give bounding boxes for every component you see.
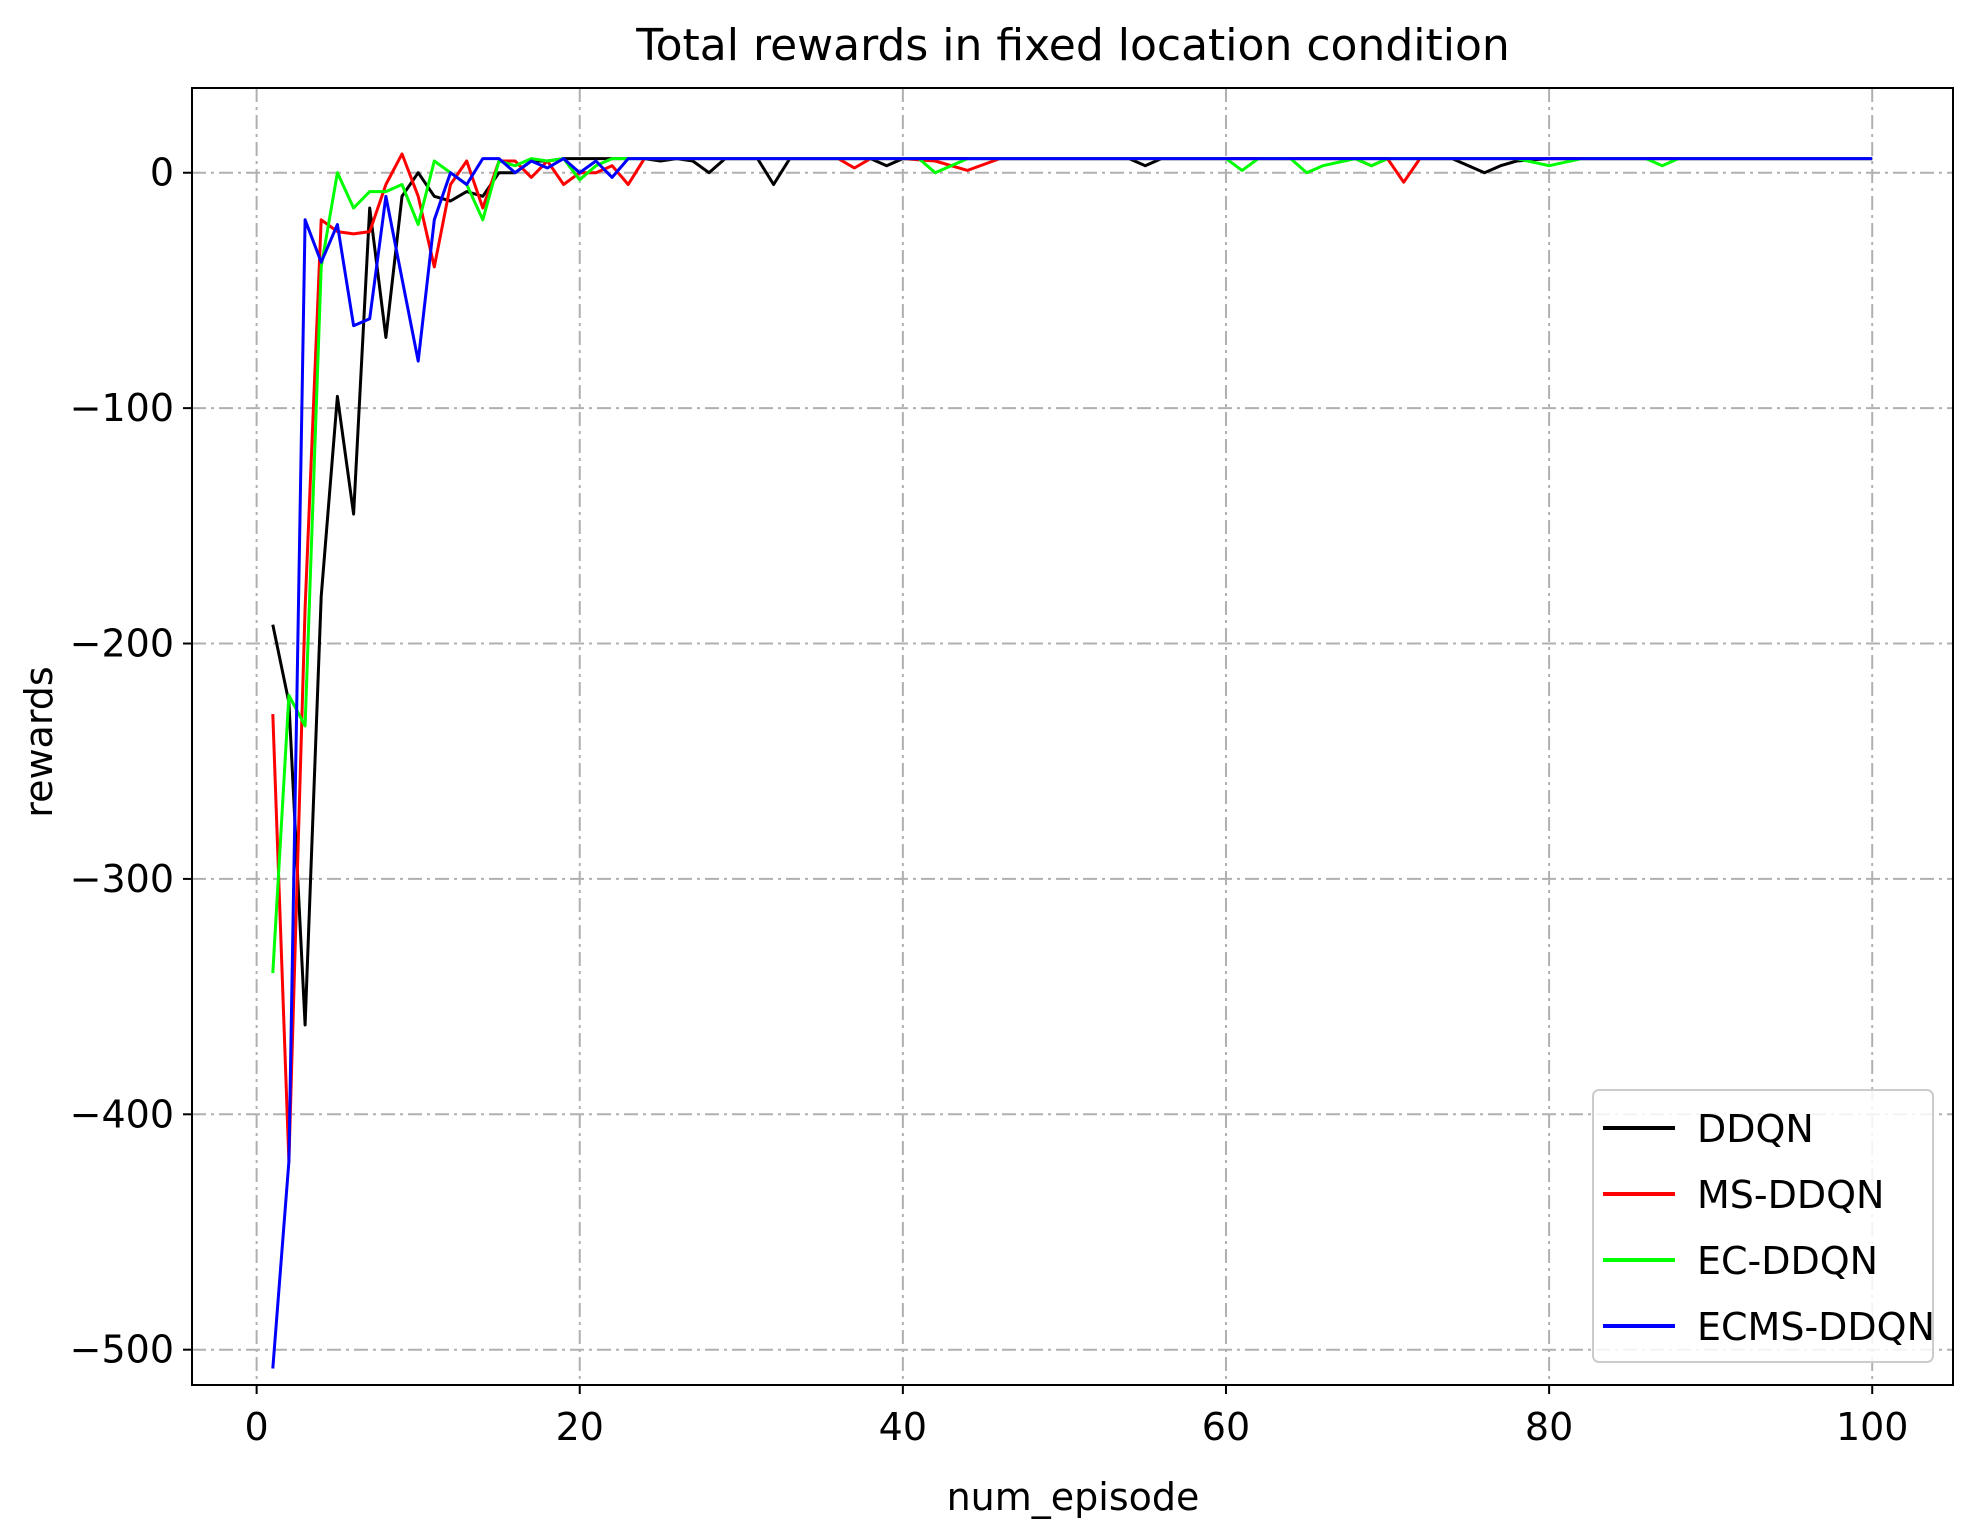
legend-label: ECMS-DDQN	[1697, 1305, 1935, 1349]
y-axis-label: rewards	[17, 666, 61, 817]
legend-label: EC-DDQN	[1697, 1239, 1878, 1283]
x-tick-label: 40	[879, 1405, 927, 1449]
axis-ticks: 0 20 40 60 80 100 0 −100 −200 −300 −400 −500	[70, 151, 1909, 1449]
x-tick-label: 80	[1525, 1405, 1573, 1449]
series-lines	[271, 152, 1873, 1369]
x-tick-label: 60	[1202, 1405, 1250, 1449]
y-tick-label: −400	[70, 1092, 174, 1136]
legend-box	[1592, 1089, 1934, 1363]
legend-label: DDQN	[1697, 1107, 1814, 1151]
x-tick-label: 0	[245, 1405, 269, 1449]
x-axis-label: num_episode	[947, 1475, 1200, 1519]
legend: DDQN MS-DDQN EC-DDQN ECMS-DDQN	[1592, 1089, 1935, 1363]
x-tick-label: 100	[1836, 1405, 1909, 1449]
y-tick-label: −100	[70, 386, 174, 430]
y-tick-label: 0	[150, 151, 174, 195]
series-line-ecms-ddqn	[271, 157, 1873, 1369]
legend-label: MS-DDQN	[1697, 1173, 1884, 1217]
x-tick-label: 20	[556, 1405, 604, 1449]
chart-title: Total rewards in fixed location conditio…	[635, 20, 1510, 71]
plot-area-frame	[191, 87, 1954, 1386]
y-tick-label: −200	[70, 622, 174, 666]
y-tick-label: −500	[70, 1328, 174, 1372]
y-tick-label: −300	[70, 857, 174, 901]
